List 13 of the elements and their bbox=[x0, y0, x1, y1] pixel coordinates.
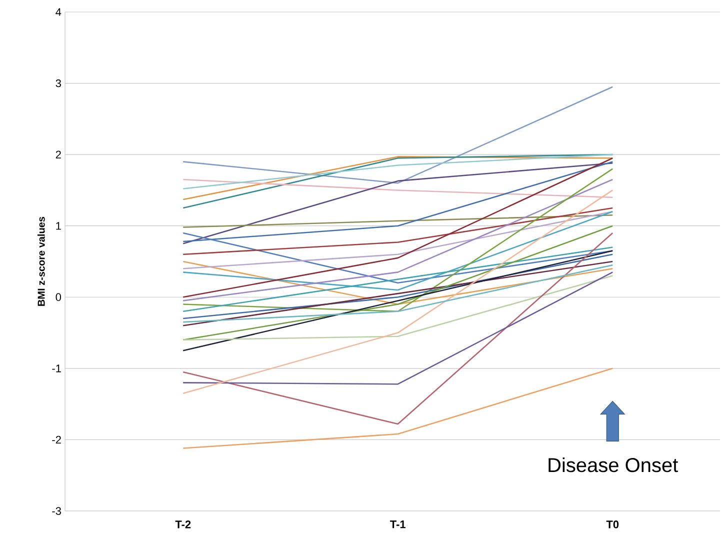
annotation: Disease Onset bbox=[548, 457, 678, 472]
x-tick-label: T-1 bbox=[390, 520, 406, 528]
y-tick-label: -3 bbox=[52, 507, 61, 515]
x-tick-label: T0 bbox=[606, 520, 619, 528]
y-tick-label: 2 bbox=[56, 150, 61, 158]
y-tick-label: 0 bbox=[56, 293, 62, 302]
y-tick-label: -1 bbox=[52, 364, 61, 372]
y-tick-label: -2 bbox=[52, 436, 61, 444]
y-axis-title: BMI z-score values bbox=[37, 216, 45, 306]
x-tick-label: T-2 bbox=[175, 520, 191, 528]
y-tick-label: 4 bbox=[56, 8, 62, 16]
y-tick-label: 1 bbox=[56, 222, 61, 230]
y-tick-label: 3 bbox=[56, 79, 61, 88]
